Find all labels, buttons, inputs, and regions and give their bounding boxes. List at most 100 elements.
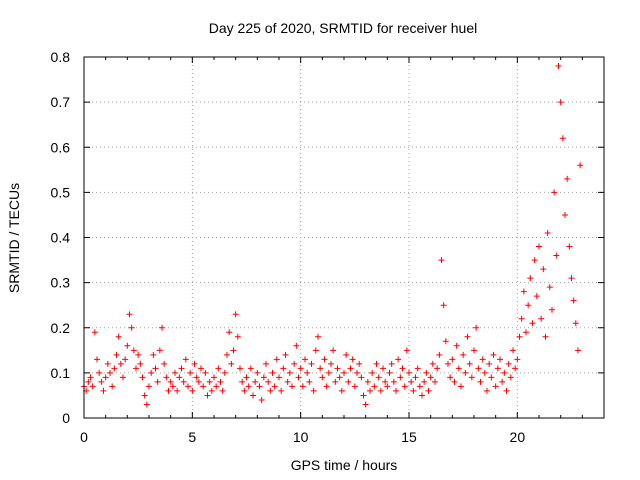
y-tick-label: 0.8 — [51, 49, 71, 65]
data-point — [211, 374, 217, 381]
data-point — [471, 347, 477, 354]
data-point — [475, 365, 482, 372]
data-point — [289, 383, 295, 390]
data-point — [371, 383, 378, 390]
data-point — [551, 189, 558, 196]
data-point — [317, 365, 324, 372]
data-point — [549, 306, 555, 313]
x-axis-label: GPS time / hours — [291, 457, 398, 473]
data-point — [553, 252, 560, 259]
data-point — [304, 369, 311, 376]
data-point — [406, 369, 412, 376]
data-point — [237, 365, 243, 372]
data-point — [254, 369, 261, 376]
data-point — [399, 365, 406, 372]
data-point — [341, 369, 347, 376]
data-point — [328, 360, 334, 367]
data-point — [215, 365, 222, 372]
data-point — [139, 374, 146, 381]
data-point — [445, 360, 451, 367]
data-point — [96, 369, 103, 376]
data-point — [414, 365, 421, 372]
data-point — [412, 374, 419, 381]
data-point — [544, 229, 551, 236]
data-point — [87, 374, 94, 381]
data-point — [260, 374, 267, 381]
data-point — [204, 392, 211, 399]
data-point — [148, 369, 155, 376]
data-point — [388, 360, 395, 367]
data-point — [252, 378, 259, 385]
data-point — [380, 365, 386, 372]
data-point — [572, 320, 579, 327]
data-point — [577, 162, 584, 169]
data-point — [109, 383, 116, 390]
data-point — [191, 360, 198, 367]
x-tick-label: 5 — [188, 429, 196, 445]
data-point — [146, 383, 152, 390]
data-point — [562, 211, 568, 218]
data-point — [427, 374, 434, 381]
data-point — [332, 378, 339, 385]
data-point — [241, 387, 248, 394]
data-point — [377, 387, 384, 394]
data-point — [432, 378, 438, 385]
data-point — [135, 351, 142, 358]
data-point — [516, 333, 523, 340]
data-point — [174, 387, 181, 394]
data-point — [440, 302, 447, 309]
data-point — [462, 369, 469, 376]
data-point — [336, 374, 343, 381]
data-point — [575, 347, 581, 354]
data-point — [230, 347, 237, 354]
data-point — [267, 387, 274, 394]
data-point — [299, 383, 306, 390]
data-point — [310, 387, 317, 394]
x-tick-label: 10 — [293, 429, 309, 445]
data-point — [488, 374, 495, 381]
y-tick-label: 0.1 — [51, 365, 71, 381]
data-point — [382, 378, 389, 385]
y-axis-label: SRMTID / TECUs — [6, 183, 22, 293]
data-point — [520, 288, 527, 295]
data-point — [163, 374, 170, 381]
data-point — [492, 383, 499, 390]
data-point — [187, 369, 194, 376]
data-point — [356, 360, 363, 367]
data-point — [284, 378, 291, 385]
data-point — [89, 383, 96, 390]
data-point — [224, 351, 230, 358]
data-point — [178, 365, 185, 372]
data-point — [182, 356, 189, 363]
data-point — [542, 333, 549, 340]
data-point — [247, 365, 254, 372]
data-point — [104, 360, 111, 367]
data-point — [564, 175, 571, 182]
data-point — [354, 369, 360, 376]
data-point — [438, 257, 445, 264]
data-point — [243, 374, 250, 381]
data-point — [479, 356, 486, 363]
data-point — [358, 374, 365, 381]
data-point — [234, 333, 241, 340]
data-point — [154, 378, 161, 385]
data-point — [536, 243, 542, 250]
data-point — [375, 374, 382, 381]
data-point — [362, 401, 369, 408]
data-point — [265, 378, 272, 385]
data-point — [122, 356, 129, 363]
data-point — [525, 302, 532, 309]
data-point — [538, 315, 545, 322]
data-point — [195, 378, 202, 385]
data-point — [85, 378, 92, 385]
data-point — [152, 365, 159, 372]
data-point — [295, 374, 302, 381]
data-point — [364, 378, 371, 385]
data-point — [219, 387, 226, 394]
data-point — [325, 369, 332, 376]
data-point — [505, 360, 512, 367]
data-point — [494, 365, 501, 372]
data-point — [245, 383, 252, 390]
data-point — [468, 374, 475, 381]
